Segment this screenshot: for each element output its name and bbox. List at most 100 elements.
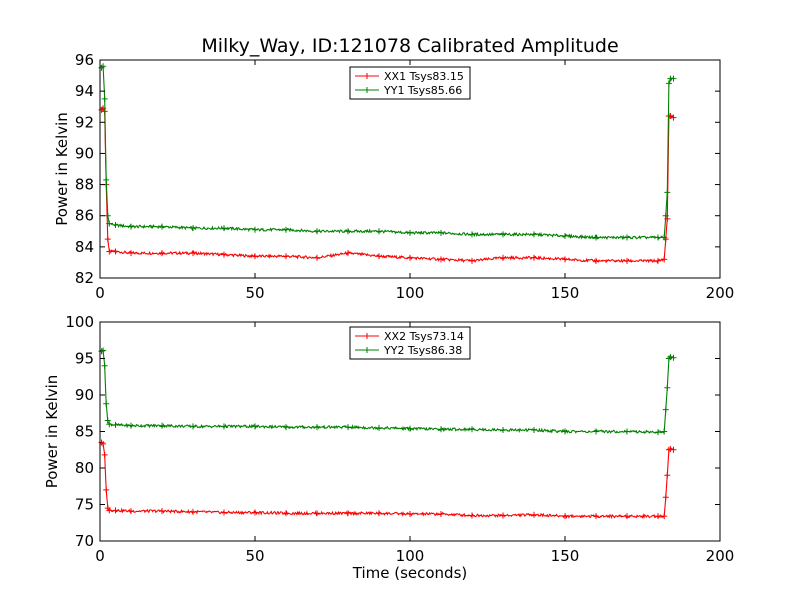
- data-point-1-2-26: [662, 212, 669, 219]
- y-tick-label-100: 100: [65, 313, 94, 331]
- data-point-2-1-27: [664, 472, 671, 479]
- data-point-1-2-10: [221, 225, 227, 232]
- data-point-2-2-29: [667, 354, 674, 361]
- data-point-1-1-5: [106, 248, 113, 255]
- data-point-2-1-23: [624, 513, 630, 520]
- data-point-2-1-8: [159, 508, 165, 515]
- data-point-1-2-6: [112, 222, 119, 229]
- data-point-1-1-22: [593, 257, 599, 264]
- data-point-2-1-13: [314, 510, 320, 517]
- y-tick-label-96: 96: [75, 51, 94, 69]
- data-point-1-2-4: [104, 212, 111, 219]
- y-tick-label-80: 80: [75, 459, 94, 477]
- legend-marker-1-2: [364, 87, 370, 93]
- data-point-1-1-14: [345, 250, 351, 257]
- x-tick-label-50: 50: [245, 284, 264, 302]
- data-point-2-2-17: [438, 426, 444, 433]
- data-point-2-2-27: [664, 384, 671, 391]
- data-point-2-1-29: [667, 446, 674, 453]
- data-point-2-1-9: [190, 508, 196, 515]
- legend-marker-2-1: [364, 333, 370, 339]
- y-tick-label-90: 90: [75, 386, 94, 404]
- data-point-1-1-18: [469, 257, 475, 264]
- data-point-2-2-25: [661, 428, 668, 435]
- data-point-2-2-20: [531, 427, 537, 434]
- data-point-2-1-21: [562, 513, 568, 520]
- data-point-2-2-30: [670, 354, 677, 361]
- data-point-2-1-14: [345, 510, 351, 517]
- data-point-2-2-23: [624, 428, 630, 435]
- data-point-2-2-24: [655, 429, 661, 436]
- data-point-1-1-21: [562, 256, 568, 263]
- data-point-2-2-26: [662, 406, 669, 413]
- data-point-2-1-3: [103, 486, 110, 493]
- data-point-2-1-11: [252, 509, 258, 516]
- data-point-2-2-11: [252, 423, 258, 430]
- data-point-1-1-19: [500, 254, 506, 261]
- legend-label-1-1: XX1 Tsys83.15: [384, 70, 464, 83]
- legend-label-2-1: XX2 Tsys73.14: [384, 330, 464, 343]
- x-tick-label-200: 200: [706, 547, 735, 565]
- x-tick-label-0: 0: [95, 284, 105, 302]
- data-point-1-2-23: [624, 234, 630, 241]
- data-point-1-2-2: [101, 95, 108, 102]
- data-point-2-2-19: [500, 427, 506, 434]
- data-point-1-2-15: [376, 228, 382, 235]
- data-point-1-1-10: [221, 251, 227, 258]
- data-point-1-2-3: [103, 176, 110, 183]
- data-point-1-1-24: [655, 257, 661, 264]
- data-point-2-1-10: [221, 509, 227, 516]
- data-point-2-2-8: [159, 422, 165, 429]
- data-point-2-1-15: [376, 510, 382, 517]
- data-point-2-2-7: [128, 422, 134, 429]
- y-tick-label-94: 94: [75, 82, 94, 100]
- data-point-2-1-26: [662, 494, 669, 501]
- data-point-2-2-21: [562, 428, 568, 435]
- data-point-2-1-22: [593, 513, 599, 520]
- data-point-1-1-6: [112, 248, 119, 255]
- data-point-2-2-12: [283, 424, 289, 431]
- data-point-2-2-5: [106, 421, 113, 428]
- y-tick-label-95: 95: [75, 350, 94, 368]
- series-line-1-2: [100, 65, 674, 241]
- y-tick-label-84: 84: [75, 238, 94, 256]
- data-point-1-2-30: [670, 75, 677, 82]
- data-point-1-2-16: [407, 229, 413, 236]
- y-tick-label-75: 75: [75, 496, 94, 514]
- data-point-1-2-19: [500, 231, 506, 238]
- data-point-1-1-17: [438, 256, 444, 263]
- y-tick-label-70: 70: [75, 532, 94, 550]
- x-tick-label-200: 200: [706, 284, 735, 302]
- data-point-1-1-16: [407, 254, 413, 261]
- y-axis-label-2: Power in Kelvin: [43, 375, 61, 489]
- data-point-1-2-24: [655, 234, 661, 241]
- data-point-1-1-26: [662, 236, 669, 243]
- data-point-1-1-25: [661, 256, 668, 263]
- chart-title: Milky_Way, ID:121078 Calibrated Amplitud…: [201, 35, 618, 57]
- data-point-2-1-12: [283, 510, 289, 517]
- data-point-1-2-20: [531, 231, 537, 238]
- y-tick-label-88: 88: [75, 176, 94, 194]
- data-point-2-2-13: [314, 424, 320, 431]
- y-tick-label-92: 92: [75, 113, 94, 131]
- x-tick-label-100: 100: [396, 284, 425, 302]
- data-point-1-2-12: [283, 226, 289, 233]
- data-point-2-2-2: [101, 362, 108, 369]
- data-point-2-1-17: [438, 510, 444, 517]
- data-point-1-2-17: [438, 229, 444, 236]
- data-point-1-2-11: [252, 226, 258, 233]
- data-point-1-2-14: [345, 228, 351, 235]
- data-point-2-1-18: [469, 512, 475, 519]
- legend-marker-1-1: [364, 73, 370, 79]
- series-line-2-2: [100, 349, 674, 435]
- data-point-2-1-1: [100, 440, 107, 447]
- legend-label-1-2: YY1 Tsys85.66: [383, 84, 462, 97]
- data-point-1-2-1: [100, 63, 107, 70]
- data-point-1-1-20: [531, 254, 537, 261]
- data-point-2-2-3: [103, 400, 110, 407]
- data-point-2-1-25: [661, 513, 668, 520]
- data-point-1-2-22: [593, 234, 599, 241]
- data-point-2-2-1: [100, 347, 107, 354]
- data-point-2-2-6: [112, 421, 119, 428]
- y-tick-label-82: 82: [75, 269, 94, 287]
